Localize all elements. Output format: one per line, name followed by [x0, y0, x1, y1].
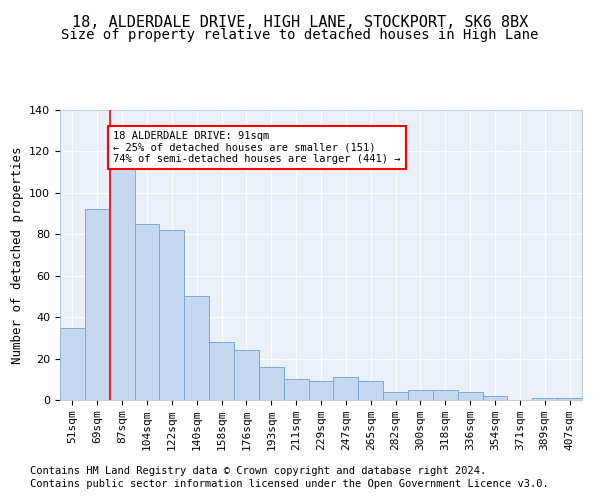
- Text: 18 ALDERDALE DRIVE: 91sqm
← 25% of detached houses are smaller (151)
74% of semi: 18 ALDERDALE DRIVE: 91sqm ← 25% of detac…: [113, 130, 401, 164]
- Bar: [234, 350, 259, 400]
- Text: 18, ALDERDALE DRIVE, HIGH LANE, STOCKPORT, SK6 8BX: 18, ALDERDALE DRIVE, HIGH LANE, STOCKPOR…: [72, 15, 528, 30]
- Bar: [308, 382, 334, 400]
- Bar: [110, 166, 134, 400]
- Bar: [532, 398, 557, 400]
- Text: Contains HM Land Registry data © Crown copyright and database right 2024.: Contains HM Land Registry data © Crown c…: [30, 466, 486, 476]
- Bar: [60, 328, 85, 400]
- Bar: [358, 382, 383, 400]
- Text: Contains public sector information licensed under the Open Government Licence v3: Contains public sector information licen…: [30, 479, 549, 489]
- Bar: [433, 390, 458, 400]
- Bar: [458, 392, 482, 400]
- Bar: [482, 396, 508, 400]
- Bar: [184, 296, 209, 400]
- Bar: [557, 398, 582, 400]
- Text: Size of property relative to detached houses in High Lane: Size of property relative to detached ho…: [61, 28, 539, 42]
- Bar: [408, 390, 433, 400]
- Bar: [209, 342, 234, 400]
- Bar: [259, 367, 284, 400]
- Bar: [85, 210, 110, 400]
- Bar: [334, 377, 358, 400]
- Y-axis label: Number of detached properties: Number of detached properties: [11, 146, 23, 364]
- Bar: [383, 392, 408, 400]
- Bar: [160, 230, 184, 400]
- Bar: [284, 380, 308, 400]
- Bar: [134, 224, 160, 400]
